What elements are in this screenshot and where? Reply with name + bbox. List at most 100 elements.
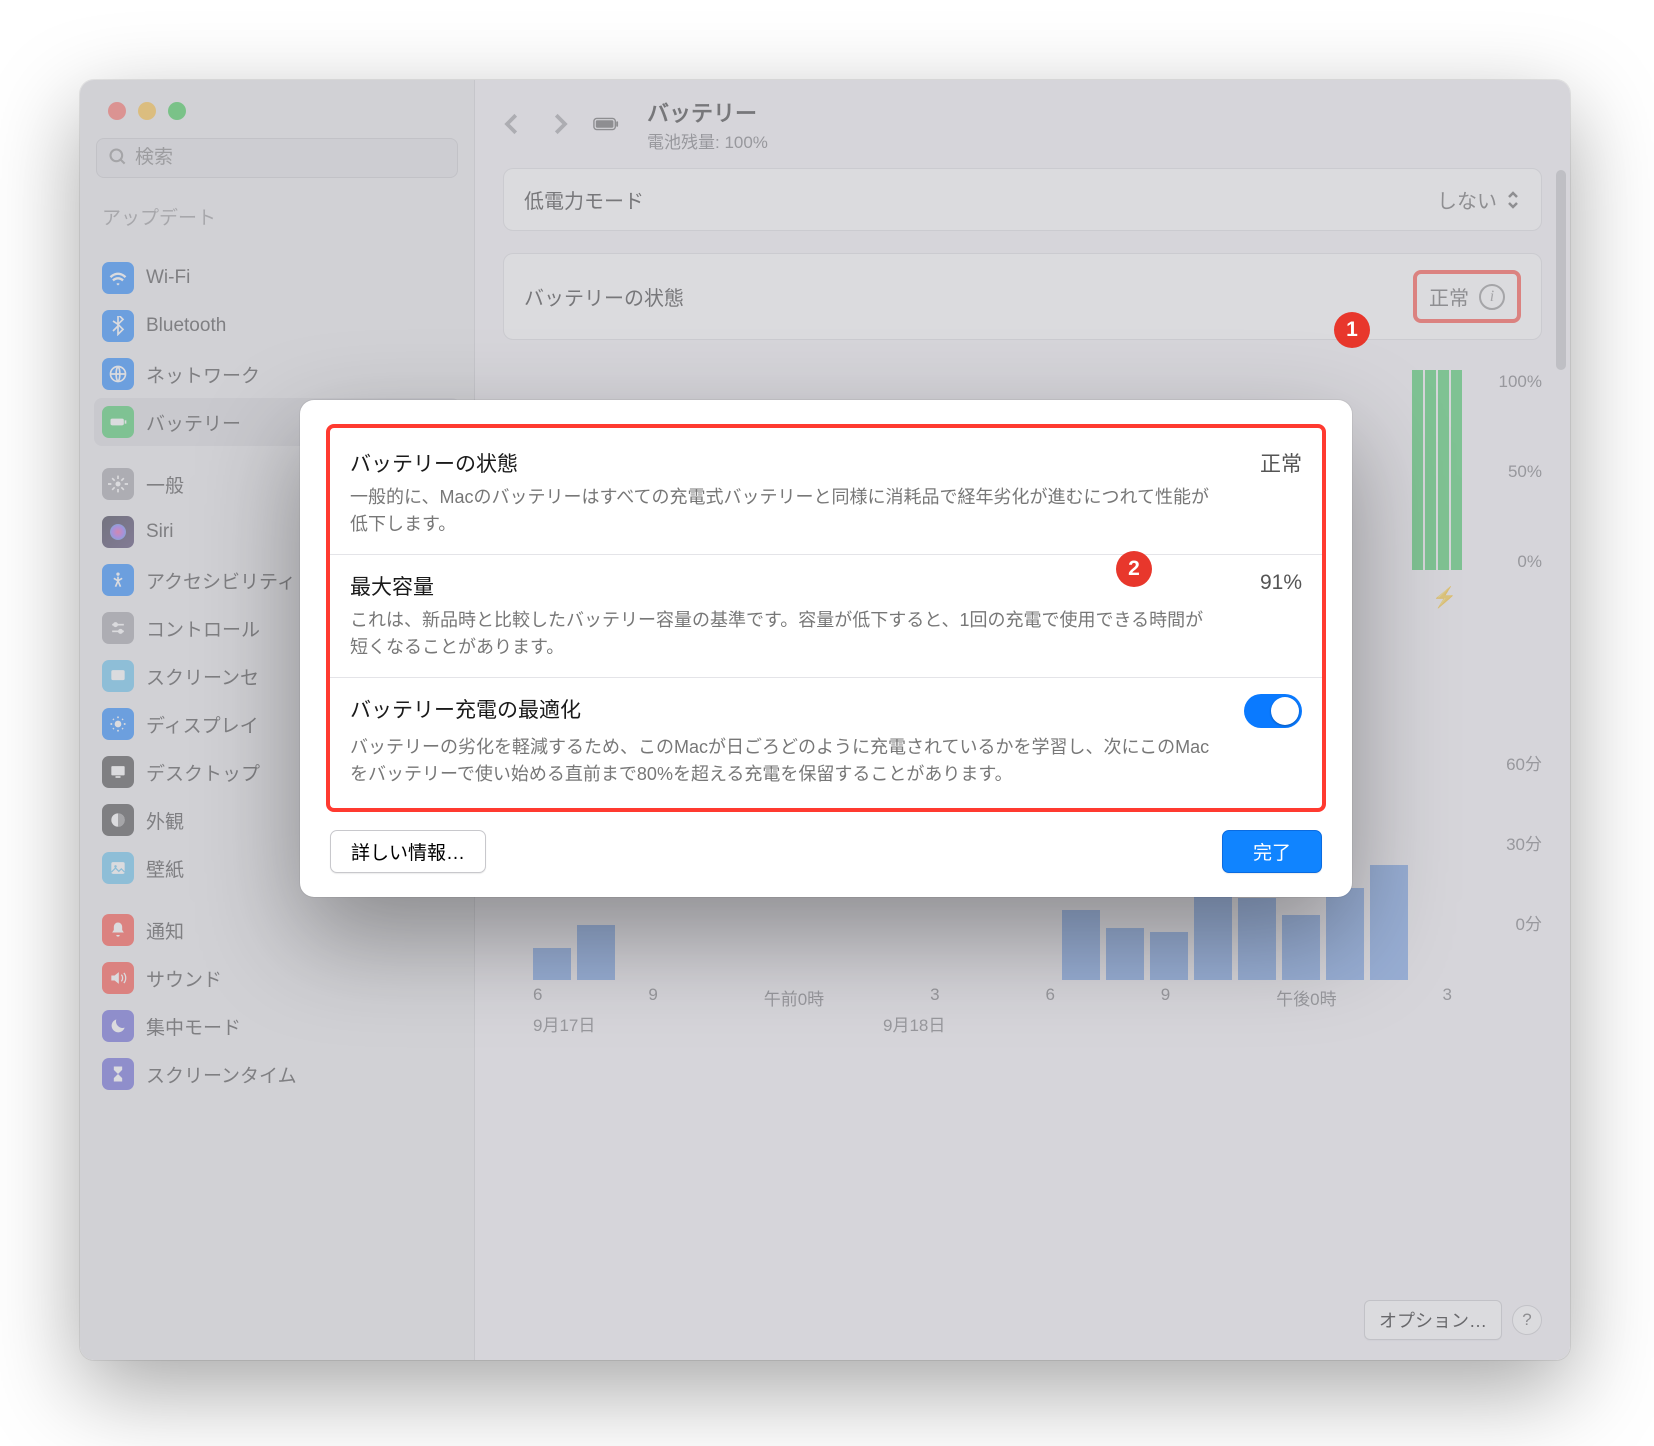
sidebar-item-label: アクセシビリティ [146,567,296,594]
sidebar-item-label: バッテリー [146,409,241,436]
usage-bar [1282,915,1320,980]
scrollbar[interactable] [1556,170,1566,370]
section-title: バッテリーの状態 [350,448,518,478]
sidebar-item-notifications[interactable]: 通知 [94,906,460,954]
battery-health-label: バッテリーの状態 [524,282,684,311]
sidebar-item-sound[interactable]: サウンド [94,954,460,1002]
hourglass-icon [102,1058,134,1090]
usage-bar [1370,865,1408,980]
usage-bar [1238,898,1276,980]
modal-section-optimized: バッテリー充電の最適化 バッテリーの劣化を軽減するため、このMacが日ごろどのよ… [330,677,1322,804]
sidebar-item-label: Siri [146,521,173,543]
green-bar [1425,370,1436,570]
sidebar-item-label: 通知 [146,917,184,944]
page-subtitle: 電池残量: 100% [647,128,768,153]
low-power-dropdown[interactable]: しない [1437,185,1521,214]
back-button[interactable] [497,109,527,139]
desktop-icon [102,756,134,788]
optimized-charging-toggle[interactable] [1244,694,1302,728]
info-icon: i [1479,284,1505,310]
settings-window: アップデート Wi-Fi Bluetooth ネットワーク バッテリー 一般 S… [80,80,1570,1360]
sliders-icon [102,612,134,644]
chart-date: 9月17日 [533,1011,595,1036]
chart-y-label: 0% [1517,552,1542,572]
battery-health-modal: バッテリーの状態正常 一般的に、Macのバッテリーはすべての充電式バッテリーと同… [300,400,1352,897]
sidebar-item-label: 外観 [146,807,184,834]
wallpaper-icon [102,852,134,884]
help-button[interactable]: ? [1512,1305,1542,1335]
usage-bar [533,948,571,980]
network-icon [102,358,134,390]
sidebar-item-wifi[interactable]: Wi-Fi [94,254,460,302]
section-description: 一般的に、Macのバッテリーはすべての充電式バッテリーと同様に消耗品で経年劣化が… [350,484,1210,538]
annotation-1: 1 [1334,312,1370,348]
options-button[interactable]: オプション… [1364,1300,1502,1340]
done-button[interactable]: 完了 [1222,830,1322,873]
battery-health-value: 正常 [1429,282,1469,311]
chart-x-ticks: 69午前0時369午後0時3 [533,985,1452,1010]
search-input[interactable] [96,138,458,178]
sidebar-item-label: ディスプレイ [146,711,259,738]
sidebar-item-truncated[interactable]: アップデート [94,192,460,240]
section-value: 91% [1260,571,1302,595]
chart-y-label: 30分 [1506,830,1542,855]
display-icon [102,708,134,740]
sidebar-item-label: 集中モード [146,1013,241,1040]
modal-section-capacity: 2 最大容量 91% これは、新品時と比較したバッテリー容量の基準です。容量が低下… [330,554,1322,677]
sidebar-item-label: 一般 [146,471,184,498]
sidebar-item-focus[interactable]: 集中モード [94,1002,460,1050]
traffic-lights [80,80,474,120]
gear-icon [102,468,134,500]
updown-icon [1505,190,1521,210]
section-title: 最大容量 [350,571,434,601]
section-description: バッテリーの劣化を軽減するため、このMacが日ごろどのように充電されているかを学… [350,734,1210,788]
green-bar [1438,370,1449,570]
sidebar-item-bluetooth[interactable]: Bluetooth [94,302,460,350]
usage-bar [1326,888,1364,980]
section-title: バッテリー充電の最適化 [350,694,581,724]
charge-icon: ⚡ [1432,585,1457,610]
usage-bar [577,925,615,980]
modal-highlighted-region: バッテリーの状態正常 一般的に、Macのバッテリーはすべての充電式バッテリーと同… [326,424,1326,812]
chart-date: 9月18日 [883,1011,945,1036]
low-power-label: 低電力モード [524,185,644,214]
more-info-button[interactable]: 詳しい情報… [330,830,486,873]
battery-header-icon [593,117,619,131]
screensaver-icon [102,660,134,692]
minimize-traffic-light[interactable] [138,102,156,120]
sidebar-item-network[interactable]: ネットワーク [94,350,460,398]
bluetooth-icon [102,310,134,342]
chart-y-label: 50% [1508,462,1542,482]
sidebar-item-label: 壁紙 [146,855,184,882]
bell-icon [102,914,134,946]
appearance-icon [102,804,134,836]
wifi-icon [102,262,134,294]
annotation-2: 2 [1116,551,1152,587]
green-bar [1412,370,1423,570]
chart-y-label: 0分 [1516,910,1542,935]
accessibility-icon [102,564,134,596]
sidebar-item-label: ネットワーク [146,361,260,388]
section-description: これは、新品時と比較したバッテリー容量の基準です。容量が低下すると、1回の充電で… [350,607,1210,661]
low-power-card: 低電力モード しない [503,168,1542,231]
sidebar-item-label: スクリーンセ [146,663,259,690]
forward-button[interactable] [545,109,575,139]
sidebar-item-label: スクリーンタイム [146,1061,297,1088]
usage-bar [1150,932,1188,980]
sidebar-item-screentime[interactable]: スクリーンタイム [94,1050,460,1098]
battery-health-card: バッテリーの状態 正常 i [503,253,1542,340]
sidebar-item-label: Wi-Fi [146,267,190,289]
usage-bar [1194,896,1232,980]
speaker-icon [102,962,134,994]
sidebar-item-label: コントロール [146,615,260,642]
chart-y-label: 100% [1499,372,1542,392]
battery-health-button[interactable]: 正常 i [1413,270,1521,323]
close-traffic-light[interactable] [108,102,126,120]
sidebar-item-label: デスクトップ [146,759,260,786]
sidebar-item-label: サウンド [146,965,222,992]
zoom-traffic-light[interactable] [168,102,186,120]
battery-icon [102,406,134,438]
search-icon [108,147,128,167]
siri-icon [102,516,134,548]
header: バッテリー 電池残量: 100% [475,80,1570,168]
